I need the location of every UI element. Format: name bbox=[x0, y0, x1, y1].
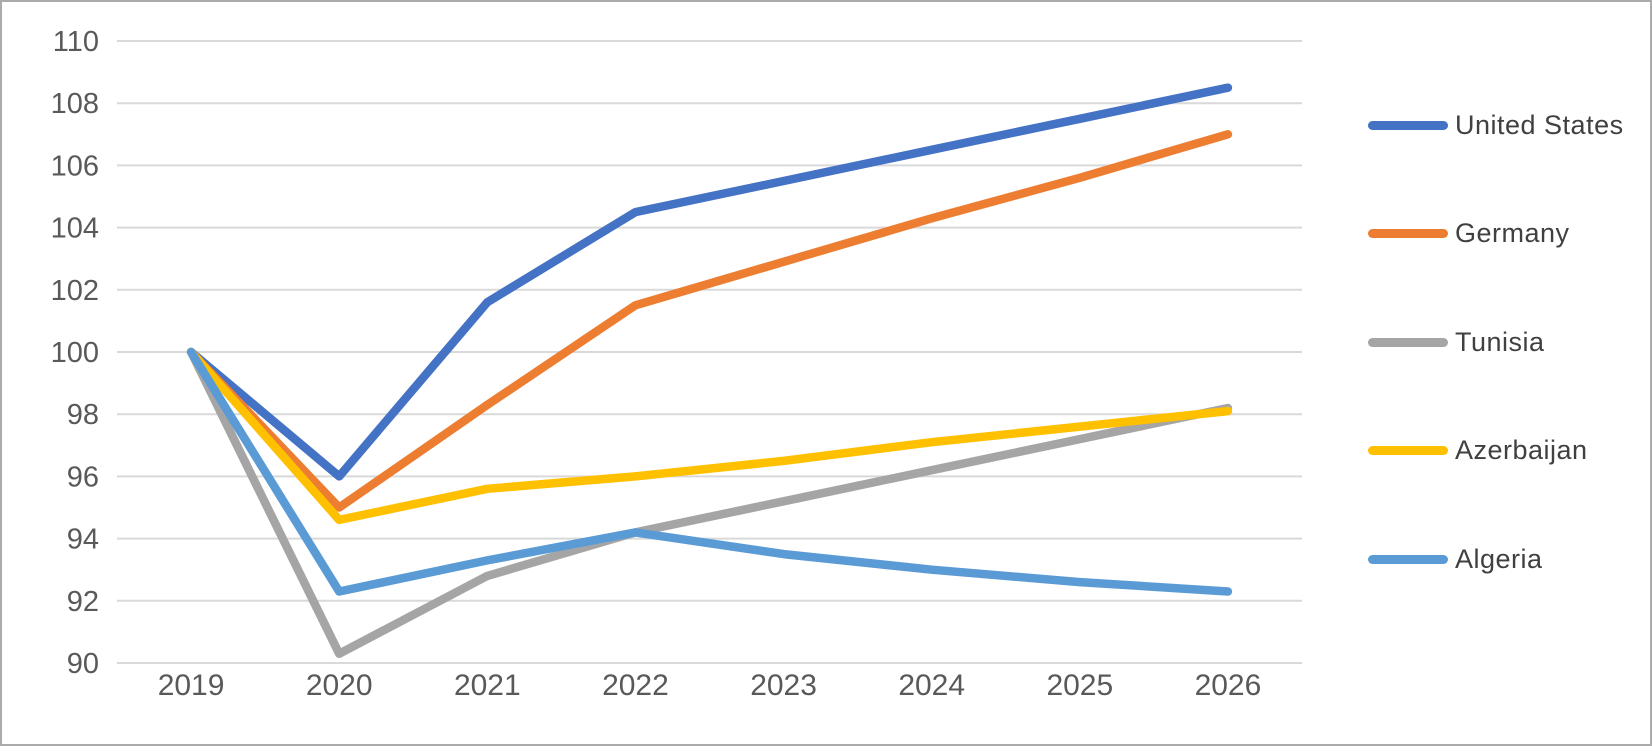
x-axis-tick-label: 2024 bbox=[898, 669, 965, 702]
x-axis-tick-label: 2026 bbox=[1195, 669, 1262, 702]
legend-item-united-states: United States bbox=[1368, 105, 1624, 145]
y-axis-tick-label: 102 bbox=[51, 275, 99, 307]
legend-marker-icon bbox=[1368, 446, 1448, 455]
legend-marker-icon bbox=[1368, 554, 1448, 564]
legend-marker-icon bbox=[1368, 337, 1448, 347]
legend-item-algeria: Algeria bbox=[1368, 539, 1543, 579]
x-axis-tick-label: 2022 bbox=[602, 669, 669, 702]
y-axis-tick-label: 92 bbox=[67, 586, 99, 618]
y-axis-tick-label: 110 bbox=[53, 26, 99, 58]
y-axis-tick-label: 104 bbox=[51, 213, 99, 245]
series-line-tunisia bbox=[186, 347, 1233, 658]
legend-item-germany: Germany bbox=[1368, 214, 1570, 254]
x-axis-tick-label: 2021 bbox=[454, 669, 521, 702]
legend-label: Azerbaijan bbox=[1455, 435, 1588, 465]
y-axis-tick-label: 90 bbox=[67, 648, 99, 680]
x-axis-tick-label: 2025 bbox=[1046, 669, 1113, 702]
legend-marker-icon bbox=[1368, 120, 1448, 130]
legend-label: Germany bbox=[1455, 218, 1570, 248]
y-axis-tick-label: 108 bbox=[51, 88, 99, 120]
series-line-azerbaijan bbox=[186, 347, 1233, 525]
x-axis-tick-label: 2019 bbox=[158, 669, 225, 702]
x-axis-tick-label: 2020 bbox=[306, 669, 373, 702]
y-axis-tick-label: 100 bbox=[51, 337, 99, 369]
y-axis-tick-label: 94 bbox=[67, 524, 99, 556]
chart-legend: United States Germany Tunisia Azerbaijan Alg… bbox=[1368, 2, 1648, 744]
series-line-united-states bbox=[186, 83, 1233, 481]
x-axis-tick-label: 2023 bbox=[750, 669, 817, 702]
y-axis-tick-label: 98 bbox=[67, 399, 99, 431]
y-axis-tick-label: 96 bbox=[67, 461, 99, 493]
legend-label: United States bbox=[1455, 109, 1624, 140]
legend-item-azerbaijan: Azerbaijan bbox=[1368, 431, 1588, 471]
series-line-algeria bbox=[186, 347, 1233, 596]
series-line-germany bbox=[186, 130, 1233, 512]
y-axis-tick-label: 106 bbox=[51, 150, 99, 182]
legend-label: Tunisia bbox=[1455, 326, 1545, 357]
legend-marker-icon bbox=[1368, 229, 1448, 238]
legend-item-tunisia: Tunisia bbox=[1368, 322, 1545, 362]
legend-label: Algeria bbox=[1455, 543, 1543, 574]
